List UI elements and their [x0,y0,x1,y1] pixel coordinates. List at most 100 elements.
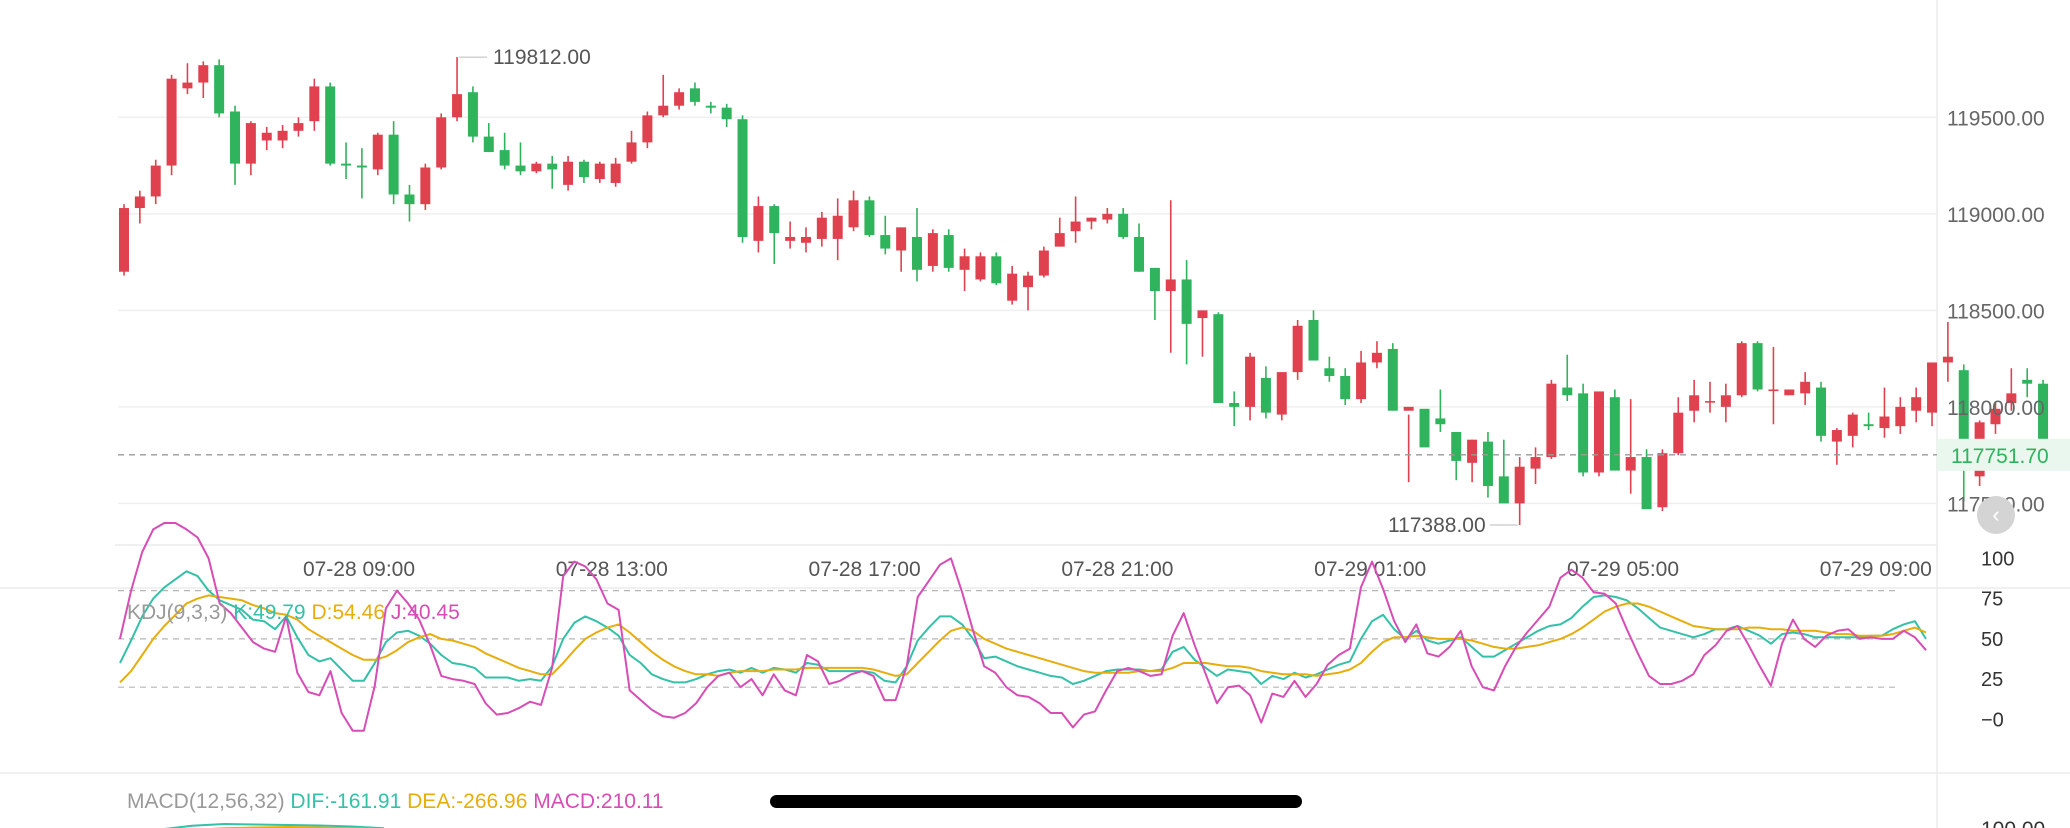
candle-body [959,256,970,270]
candle-body [2006,393,2017,403]
candle-body [1387,348,1398,411]
macd-indicator: 100.00 [164,818,2045,828]
candle-body [721,107,732,120]
candle-body [816,217,827,239]
macd-line [164,822,385,828]
candle-body [1419,408,1430,448]
candle-body [1276,372,1287,415]
candle-body [134,196,145,209]
candle-body [563,161,574,185]
candle-body [198,65,209,83]
macd-legend-macd: MACD:210.11 [533,790,664,813]
candle-body [1023,275,1034,288]
candle-body [1705,401,1715,403]
candle-body [372,134,383,170]
candle-body [991,256,1002,284]
candle-body [1371,352,1382,363]
candle-body [1847,414,1858,436]
candle-body [896,227,907,251]
candle-body [261,132,272,141]
candlesticks [119,57,2049,526]
home-indicator[interactable] [770,795,1302,808]
macd-legend[interactable]: MACD(12,56,32) DIF:-161.91 DEA:-266.96 M… [127,790,664,814]
candle-body [943,235,954,268]
candle-body [1197,310,1208,319]
candle-body [1673,412,1684,454]
candle-body [1007,273,1018,301]
candle-body [912,236,922,270]
macd-legend-title: MACD(12,56,32) [127,790,285,813]
candle-body [626,142,637,162]
candle-body [1831,430,1842,442]
candle-body [119,208,129,272]
candle-body [1562,387,1573,396]
time-axis-labels: 07-28 09:00 07-28 13:00 07-28 17:00 07-28 2… [303,558,1932,581]
last-price-tag [1937,438,2070,471]
candle-body [800,236,811,243]
candle-body [1990,408,2001,425]
candle-body [1498,476,1509,504]
time-tick-label: 07-28 17:00 [809,558,921,581]
time-tick-label: 07-28 13:00 [556,558,668,581]
time-tick-label: 07-29 09:00 [1820,558,1932,581]
candle-body [1229,402,1240,407]
candle-body [1292,325,1303,373]
candle-body [2022,379,2033,384]
candle-body [1911,397,1922,411]
candle-body [245,123,256,164]
candle-body [975,256,986,280]
candle-body [1625,457,1636,471]
kdj-legend-j: J:40.45 [390,601,460,624]
candle-body [483,136,494,153]
candle-body [1118,213,1129,237]
candle-body [1958,370,1969,471]
candle-body [594,163,605,180]
candle-body [325,86,336,164]
kdj-tick-label: 100 [1981,548,2014,570]
candle-body [1451,431,1462,461]
candle-body [1942,356,1953,363]
candle-body [832,215,843,239]
kdj-indicator: 100 75 50 25 −0 [118,522,2014,732]
candle-body [1514,466,1525,504]
candle-body [1435,418,1446,425]
time-tick-label: 07-28 09:00 [303,558,415,581]
candle-body [1070,221,1081,232]
price-tick-label: 118500.00 [1947,300,2045,323]
candle-body [769,206,780,234]
candle-body [214,65,225,114]
candle-body [1038,250,1049,276]
candle-body [642,115,653,143]
candle-body [658,105,669,116]
candle-body [341,163,352,166]
candle-body [785,236,796,241]
candle-body [293,123,304,131]
candle-body [1482,441,1493,487]
macd-line [210,825,385,828]
kdj-tick-label: 25 [1981,669,2003,691]
candle-body [927,233,938,266]
candle-body [467,92,478,137]
kdj-legend[interactable]: KDJ(9,3,3) K:49.79 D:54.46 J:40.45 [127,601,460,625]
candle-body [1260,377,1271,413]
candle-body [1689,395,1700,411]
candle-body [864,200,875,236]
candle-body [1784,389,1795,396]
scroll-to-latest-button[interactable]: ‹ [1977,496,2015,534]
time-tick-label: 07-29 01:00 [1314,558,1426,581]
candle-body [309,86,320,122]
kdj-tick-label: −0 [1981,709,2004,731]
candle-body [1609,397,1620,471]
candle-body [515,165,526,172]
kdj-line [119,522,1927,732]
kdj-tick-label: 75 [1981,589,2003,611]
candle-body [1213,314,1224,403]
candle-body [674,92,685,106]
candle-body [1895,406,1906,427]
candle-body [848,200,859,228]
candle-body [1863,424,1874,427]
candle-body [404,194,415,205]
candle-body [1800,381,1811,394]
candle-body [1102,213,1113,220]
